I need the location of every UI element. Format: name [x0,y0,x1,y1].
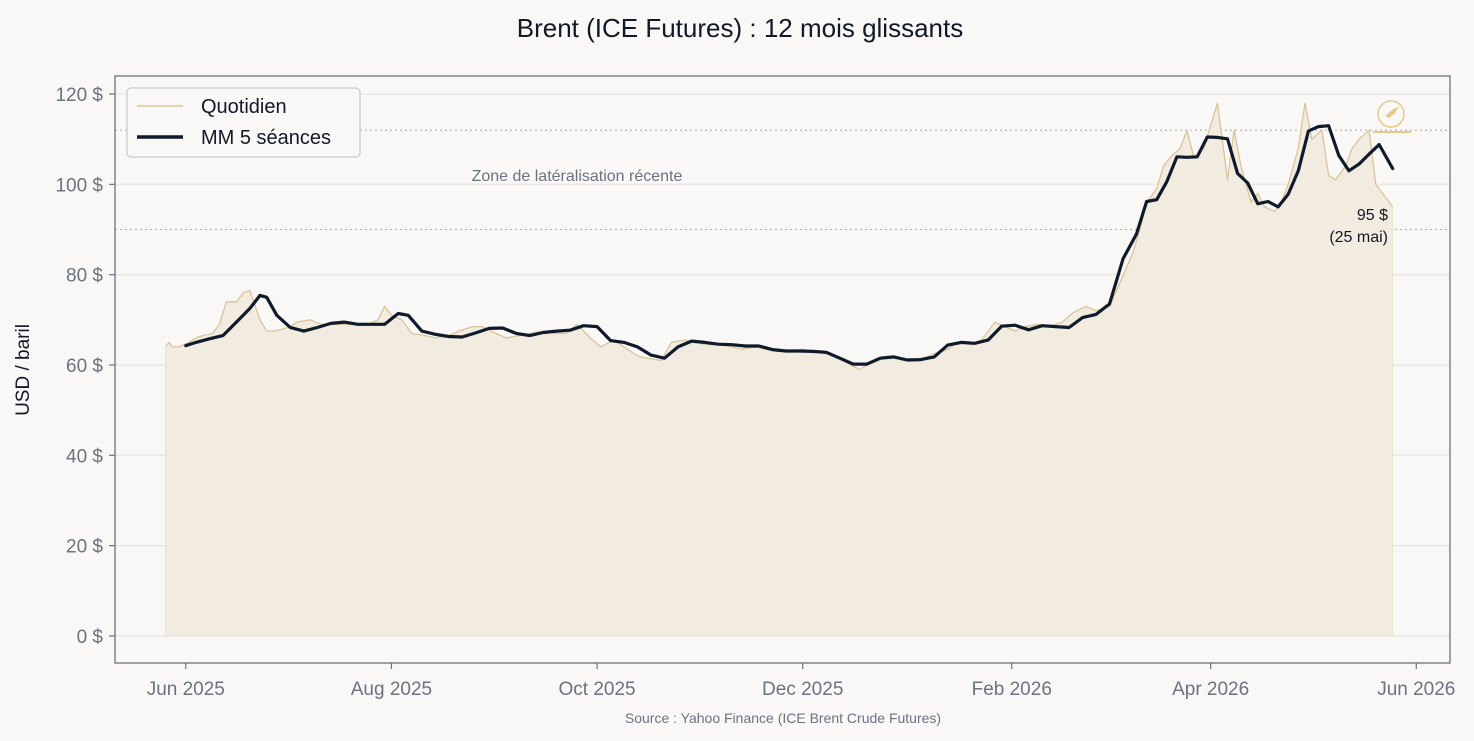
x-tick-label: Dec 2025 [762,679,843,700]
y-tick-label: 40 $ [66,446,103,467]
area-layer [165,102,1394,637]
y-tick-label: 80 $ [66,266,103,287]
bird-logo-icon [1377,100,1405,128]
logo [1373,100,1411,133]
x-tick-label: Aug 2025 [351,679,432,700]
legend-label-ma: MM 5 séances [201,127,331,149]
legend: Quotidien MM 5 séances [126,87,361,158]
source-note: Source : Yahoo Finance (ICE Brent Crude … [625,710,941,726]
y-axis-ticks: 0 $ 20 $ 40 $ 60 $ 80 $ 100 $ 120 $ [55,85,115,648]
last-value-annotation: 95 $ [1357,207,1388,224]
y-tick-label: 20 $ [66,537,103,558]
series-line-ma [184,124,1395,366]
x-tick-label: Oct 2025 [559,679,636,700]
x-tick-label: Apr 2026 [1172,679,1249,700]
y-tick-label: 0 $ [77,627,104,648]
x-tick-label: Feb 2026 [972,679,1052,700]
y-tick-label: 60 $ [66,356,103,377]
zone-annotation: Zone de latéralisation récente [472,168,683,185]
daily-area-fill [165,102,1394,637]
line-layer [165,102,1395,371]
y-tick-label: 120 $ [55,85,103,106]
x-tick-label: Jun 2025 [147,679,225,700]
plot-frame [114,75,1451,664]
y-tick-label: 100 $ [55,175,103,196]
bird-logo-shape [1385,106,1399,118]
x-axis-ticks: Jun 2025 Aug 2025 Oct 2025 Dec 2025 Feb 2026… [147,663,1455,700]
legend-label-daily: Quotidien [201,96,287,118]
legend-box [126,87,361,158]
chart-title: Brent (ICE Futures) : 12 mois glissants [517,13,963,43]
x-tick-label: Jun 2026 [1377,679,1455,700]
y-axis-label: USD / baril [13,324,34,416]
last-date-annotation: (25 mai) [1329,229,1388,246]
